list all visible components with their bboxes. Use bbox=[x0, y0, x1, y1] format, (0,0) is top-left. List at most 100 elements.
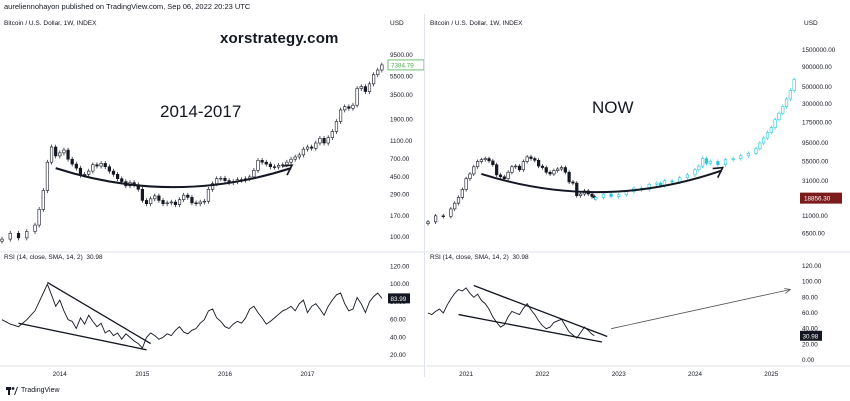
candle-body-left-0-23 bbox=[111, 170, 116, 175]
rsi-projection-arrow-right bbox=[611, 289, 791, 330]
rsi-tick-right-2: 80.00 bbox=[802, 294, 818, 301]
candle-body-left-0-84 bbox=[363, 86, 367, 92]
time-tick-right-3: 2024 bbox=[688, 371, 703, 377]
rsi-params-right: RSI (14, close, SMA, 14, 2) bbox=[430, 254, 509, 261]
time-tick-right-4: 2025 bbox=[764, 371, 779, 377]
time-tick-left-1: 2015 bbox=[135, 371, 150, 377]
candle-body-left-0-22 bbox=[107, 166, 111, 172]
candle-body-left-0-18 bbox=[91, 164, 95, 172]
candle-body-right-1-20 bbox=[723, 159, 728, 166]
tradingview-logo-icon bbox=[6, 387, 18, 395]
candle-body-left-0-11 bbox=[62, 149, 66, 154]
candle-body-left-0-10 bbox=[58, 152, 62, 157]
candle-body-left-0-39 bbox=[177, 199, 182, 205]
candle-body-left-0-20 bbox=[99, 163, 103, 167]
candle-body-right-0-22 bbox=[521, 161, 525, 171]
candle-body-right-0-3 bbox=[449, 208, 453, 217]
candle-body-left-0-69 bbox=[301, 148, 306, 156]
rsi-tick-right-1: 100.00 bbox=[802, 279, 822, 286]
time-tick-left-2: 2016 bbox=[218, 371, 233, 377]
candle-body-left-0-40 bbox=[182, 194, 186, 200]
candle-body-right-0-13 bbox=[487, 158, 491, 162]
candle-body-left-0-86 bbox=[372, 74, 376, 85]
candle-body-left-0-81 bbox=[351, 104, 355, 109]
price-tick-right-3: 300000.00 bbox=[802, 101, 832, 108]
candle-body-right-1-18 bbox=[708, 161, 712, 164]
rsi-tick-left-1: 100.00 bbox=[390, 281, 410, 288]
candle-body-right-1-14 bbox=[693, 169, 697, 176]
rsi-tick-right-0: 120.00 bbox=[802, 263, 822, 270]
time-tick-right-0: 2021 bbox=[459, 371, 474, 377]
candle-body-left-0-6 bbox=[41, 190, 45, 210]
price-tick-left-4: 1100.00 bbox=[390, 138, 413, 145]
candle-body-left-0-4 bbox=[33, 224, 37, 232]
rsi-line-right bbox=[427, 287, 595, 339]
candle-body-right-0-24 bbox=[529, 156, 533, 159]
candle-body-right-0-0 bbox=[426, 221, 430, 224]
candle-body-right-0-30 bbox=[552, 170, 556, 175]
candle-body-left-0-88 bbox=[380, 64, 384, 71]
candle-body-left-0-68 bbox=[297, 154, 301, 158]
price-tick-left-3: 1900.00 bbox=[390, 116, 413, 123]
candle-body-right-0-23 bbox=[525, 156, 529, 162]
candle-body-left-0-71 bbox=[310, 146, 314, 149]
candle-body-right-0-34 bbox=[567, 171, 571, 183]
rsi-value-left: 30.98 bbox=[86, 254, 103, 261]
candle-body-left-0-83 bbox=[359, 86, 363, 89]
chart-canvas-right[interactable]: 1500000.00 900000.00 500000.00 300000.00 175… bbox=[426, 14, 850, 377]
rsi-tick-right-6: 0.00 bbox=[802, 357, 815, 364]
candle-body-left-0-24 bbox=[116, 174, 120, 180]
candle-body-left-0-48 bbox=[215, 178, 219, 184]
rsi-tick-left-4: 40.00 bbox=[390, 334, 406, 341]
candle-body-right-1-2 bbox=[609, 193, 613, 197]
candle-body-left-0-78 bbox=[338, 109, 343, 122]
candle-body-right-1-1 bbox=[601, 193, 606, 198]
candle-body-right-1-7 bbox=[647, 183, 651, 190]
candle-body-right-0-17 bbox=[502, 176, 506, 180]
price-tick-left-9: 100.00 bbox=[390, 234, 410, 241]
candle-body-right-0-19 bbox=[510, 166, 514, 173]
price-tick-right-2: 500000.00 bbox=[802, 84, 832, 91]
chart-canvas-left[interactable]: 9500.00 5500.00 3500.00 1900.00 1100.00 700.0… bbox=[0, 14, 424, 377]
candle-body-right-1-21 bbox=[731, 158, 735, 160]
candle-body-right-0-6 bbox=[460, 189, 464, 198]
trendline-left-1 bbox=[18, 322, 147, 351]
candle-body-right-0-36 bbox=[575, 182, 579, 196]
chart-panel-left[interactable]: 9500.00 5500.00 3500.00 1900.00 1100.00 700.0… bbox=[0, 14, 425, 377]
rsi-line-left bbox=[1, 283, 383, 349]
trendline-left-0 bbox=[47, 281, 151, 345]
cup-arc-right bbox=[481, 169, 723, 194]
candle-body-left-0-12 bbox=[66, 149, 70, 160]
candle-body-right-0-31 bbox=[556, 168, 560, 171]
candle-body-left-0-66 bbox=[289, 158, 293, 163]
rsi-badge-text-right: 30.98 bbox=[803, 333, 819, 340]
price-tick-right-8: 11000.00 bbox=[802, 213, 828, 220]
candle-body-left-0-9 bbox=[54, 146, 58, 157]
candle-body-right-0-12 bbox=[483, 158, 487, 160]
publish-info: aureliennohayon published on TradingView… bbox=[4, 2, 251, 11]
candle-body-left-0-76 bbox=[330, 131, 334, 138]
candle-body-right-0-37 bbox=[578, 193, 583, 196]
candle-body-right-0-10 bbox=[475, 161, 480, 168]
candle-body-right-0-8 bbox=[468, 173, 472, 180]
candle-body-left-0-19 bbox=[95, 164, 99, 167]
time-tick-left-3: 2017 bbox=[301, 371, 316, 377]
candle-body-left-0-2 bbox=[16, 232, 21, 239]
candle-body-left-0-80 bbox=[347, 106, 351, 109]
rsi-params-left: RSI (14, close, SMA, 14, 2) bbox=[4, 254, 83, 261]
rsi-value-right: 30.98 bbox=[512, 254, 529, 261]
candle-body-right-1-34 bbox=[792, 79, 796, 91]
candle-body-left-0-42 bbox=[190, 197, 194, 204]
candle-body-right-1-27 bbox=[765, 132, 770, 139]
candle-body-right-0-15 bbox=[495, 164, 499, 176]
rsi-label-left: RSI (14, close, SMA, 14, 2) 30.98 bbox=[4, 254, 103, 261]
currency-label-right: USD bbox=[804, 20, 818, 27]
chart-panel-right[interactable]: 1500000.00 900000.00 500000.00 300000.00 175… bbox=[426, 14, 850, 377]
candle-body-left-0-44 bbox=[198, 201, 202, 205]
candle-body-right-0-20 bbox=[514, 165, 518, 168]
time-tick-left-0: 2014 bbox=[53, 371, 68, 377]
candle-body-right-1-15 bbox=[697, 165, 701, 171]
trendline-right-1 bbox=[458, 313, 603, 343]
rsi-projection-arrowhead-right bbox=[784, 288, 792, 294]
rsi-tick-left-0: 120.00 bbox=[390, 263, 410, 270]
